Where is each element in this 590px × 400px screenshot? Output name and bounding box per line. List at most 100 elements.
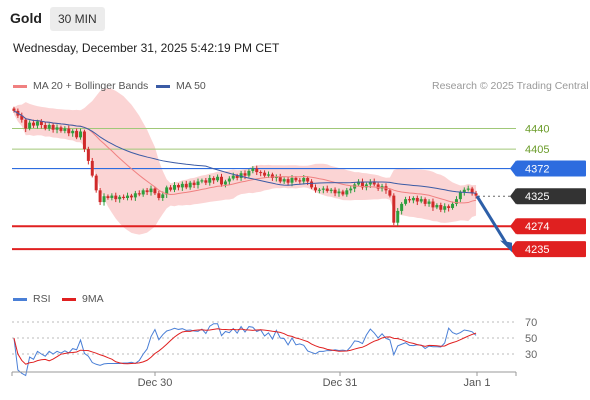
- candle-body: [439, 205, 443, 210]
- candle-body: [263, 172, 267, 176]
- rsi-tick-30: 30: [525, 349, 537, 361]
- candle-body: [141, 190, 145, 195]
- candle-body: [24, 119, 28, 129]
- candle-body: [302, 177, 306, 182]
- level-tag-4372: [516, 160, 586, 177]
- candle-body: [274, 176, 278, 178]
- candle-body: [118, 196, 122, 200]
- candle-body: [317, 189, 321, 191]
- legend-ma50-label: MA 50: [176, 80, 206, 92]
- candle-body: [392, 195, 396, 223]
- level-label-4372: 4372: [525, 164, 549, 176]
- candle-body: [458, 192, 462, 200]
- level-label-4274: 4274: [525, 221, 549, 233]
- candle-body: [79, 131, 83, 138]
- candle-body: [126, 195, 130, 198]
- legend-ma20: MA 20 + Bollinger Bands: [13, 80, 148, 92]
- ma50-line: [13, 110, 477, 194]
- legend-ma20-label: MA 20 + Bollinger Bands: [33, 80, 149, 92]
- candle-body: [306, 177, 310, 182]
- candle-body: [364, 184, 368, 188]
- candle-body: [114, 195, 118, 200]
- candle-body: [35, 121, 39, 126]
- candle-body: [55, 127, 59, 130]
- x-tick-label: Jan 1: [464, 377, 491, 389]
- candle-body: [75, 130, 79, 138]
- timeframe-badge[interactable]: 30 MIN: [50, 7, 105, 31]
- candle-body: [98, 190, 102, 203]
- candle-body: [196, 181, 200, 186]
- candle-body: [329, 189, 333, 191]
- level-label-4235: 4235: [525, 244, 549, 256]
- candle-body: [235, 175, 239, 178]
- candle-body: [266, 174, 270, 176]
- candle-body: [396, 210, 400, 223]
- level-tag-4274: [516, 218, 586, 235]
- candle-body: [313, 187, 317, 191]
- candle-body: [255, 168, 259, 173]
- candle-body: [357, 181, 361, 185]
- candle-body: [462, 189, 466, 193]
- candle-body: [368, 181, 372, 185]
- candle-body: [345, 190, 349, 195]
- candle-body: [321, 188, 325, 190]
- candle-body: [400, 203, 404, 211]
- candle-body: [251, 168, 255, 171]
- candle-body: [290, 177, 294, 183]
- candle-body: [204, 180, 208, 183]
- candle-body: [259, 172, 263, 174]
- candle-body: [133, 193, 137, 198]
- level-tag-arrow-4235: [510, 241, 516, 258]
- forecast-arrow-shaft: [475, 195, 510, 248]
- candle-body: [122, 196, 126, 198]
- candle-body: [63, 128, 67, 131]
- level-tag-4235: [516, 241, 586, 258]
- ma9-swatch: [62, 297, 76, 301]
- legend-ma9: 9MA: [62, 293, 104, 305]
- candle-body: [180, 183, 184, 188]
- candle-body: [110, 195, 114, 198]
- candle-body: [145, 190, 149, 193]
- candle-body: [216, 176, 220, 181]
- candle-body: [106, 196, 110, 198]
- x-tick-label: Dec 30: [138, 377, 173, 389]
- candle-body: [28, 122, 32, 129]
- candle-body: [427, 201, 431, 204]
- candle-body: [423, 199, 427, 204]
- candle-body: [419, 199, 423, 202]
- level-tag-arrow-4274: [510, 218, 516, 235]
- candle-body: [20, 115, 24, 120]
- ma20-line: [13, 110, 477, 204]
- candle-body: [270, 174, 274, 178]
- candle-body: [184, 183, 188, 188]
- ma50-swatch: [156, 84, 170, 88]
- candle-body: [333, 189, 337, 194]
- candle-body: [239, 173, 243, 178]
- candle-body: [82, 131, 86, 150]
- candle-body: [474, 193, 478, 196]
- candle-body: [71, 130, 75, 134]
- candle-body: [286, 179, 290, 183]
- level-tag-arrow-4372: [510, 160, 516, 177]
- candle-body: [188, 182, 192, 188]
- candle-body: [388, 190, 392, 196]
- candle-body: [372, 181, 376, 185]
- forecast-arrow-head: [500, 240, 512, 253]
- candle-body: [376, 184, 380, 189]
- candle-body: [32, 122, 36, 126]
- candle-body: [298, 180, 302, 182]
- candle-body: [192, 182, 196, 186]
- legend-rsi-label: RSI: [33, 293, 51, 305]
- candle-body: [165, 187, 169, 195]
- candle-body: [341, 191, 345, 195]
- candle-body: [470, 188, 474, 194]
- bollinger-band: [13, 88, 477, 235]
- x-tick-label: Dec 31: [323, 377, 358, 389]
- candle-body: [282, 179, 286, 182]
- candle-body: [220, 176, 224, 185]
- candle-body: [102, 196, 106, 203]
- attribution: Research © 2025 Trading Central: [432, 80, 589, 92]
- legend-ma50: MA 50: [156, 80, 206, 92]
- legend-rsi: RSI: [13, 293, 51, 305]
